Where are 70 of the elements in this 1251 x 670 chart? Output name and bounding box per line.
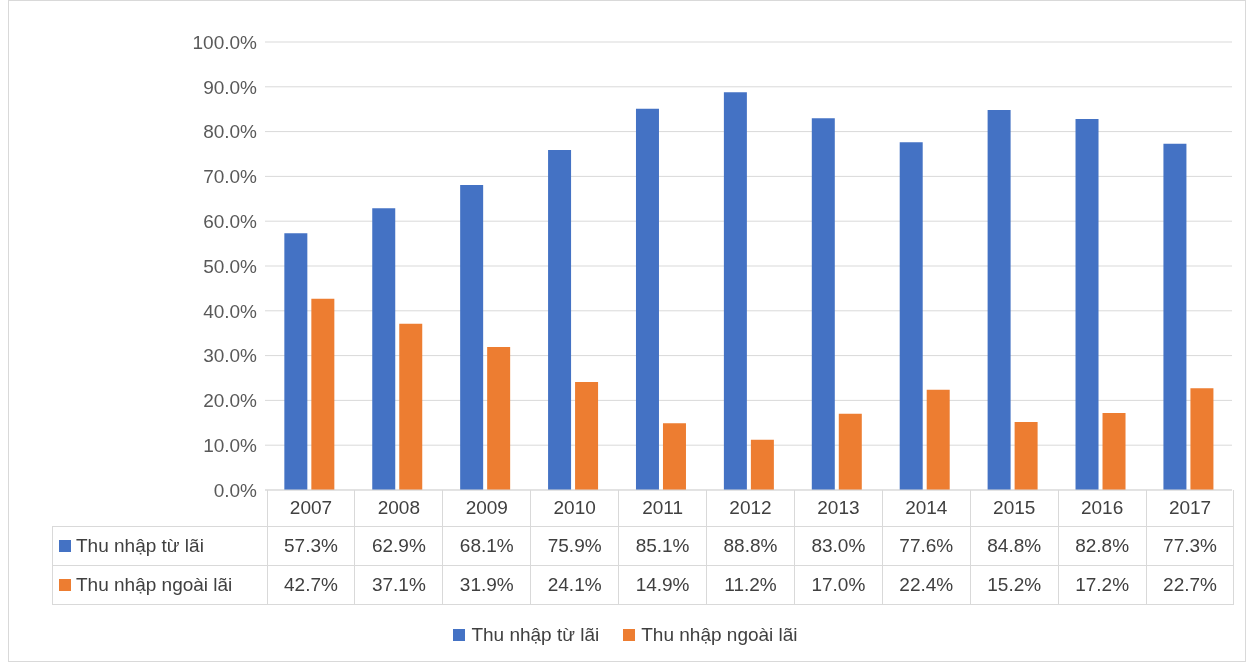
data-label: 37.1% (354, 565, 443, 604)
x-tick-label: 2009 (442, 490, 531, 526)
bar (838, 413, 862, 490)
data-label: 84.8% (970, 526, 1059, 565)
data-label: 24.1% (530, 565, 619, 604)
y-tick-label: 20.0% (203, 390, 258, 412)
bar (372, 208, 396, 490)
bar (399, 323, 423, 490)
data-label: 85.1% (618, 526, 707, 565)
x-tick-label: 2015 (970, 490, 1059, 526)
data-label: 77.6% (882, 526, 971, 565)
bar (926, 389, 950, 490)
bar (1075, 119, 1099, 490)
y-tick-label: 70.0% (203, 166, 258, 188)
data-label: 62.9% (354, 526, 443, 565)
bar (987, 110, 1011, 490)
bar (899, 142, 923, 490)
text: Thu nhập ngoài lãi (641, 624, 798, 645)
data-label: 17.2% (1058, 565, 1147, 604)
x-tick-label: 2007 (267, 490, 355, 526)
y-tick-label: 60.0% (203, 210, 258, 232)
data-label: 11.2% (706, 565, 795, 604)
bar (487, 347, 511, 490)
bar (723, 92, 747, 490)
data-label: 82.8% (1058, 526, 1147, 565)
legend-label: Thu nhập từ lãi (76, 534, 204, 556)
data-label: 68.1% (442, 526, 531, 565)
bar (635, 108, 659, 490)
y-tick-label: 30.0% (203, 345, 258, 367)
data-label: 14.9% (618, 565, 707, 604)
x-tick-label: 2008 (354, 490, 443, 526)
data-label: 22.4% (882, 565, 971, 604)
bar (311, 298, 335, 490)
x-tick-label: 2010 (530, 490, 619, 526)
data-label: 15.2% (970, 565, 1059, 604)
bar (750, 439, 774, 490)
data-label: 57.3% (267, 526, 355, 565)
y-tick-label: 10.0% (203, 434, 258, 456)
y-tick-label: 40.0% (203, 300, 258, 322)
y-tick-label: 0.0% (213, 479, 258, 501)
y-tick-label: 80.0% (203, 121, 258, 143)
data-label: 88.8% (706, 526, 795, 565)
bar (1163, 143, 1187, 490)
data-label: 75.9% (530, 526, 619, 565)
bar (460, 184, 484, 490)
text: Thu nhập từ lãi (471, 624, 600, 645)
x-tick-label: 2017 (1146, 490, 1234, 526)
x-tick-label: 2016 (1058, 490, 1147, 526)
bar (1190, 388, 1214, 490)
data-label: 42.7% (267, 565, 355, 604)
bar (811, 118, 835, 490)
data-label: 77.3% (1146, 526, 1234, 565)
legend-label: Thu nhập ngoài lãi (76, 573, 233, 595)
data-label: 22.7% (1146, 565, 1234, 604)
y-tick-label: 50.0% (203, 255, 258, 277)
x-tick-label: 2011 (618, 490, 707, 526)
data-label: 17.0% (794, 565, 883, 604)
x-tick-label: 2012 (706, 490, 795, 526)
x-tick-label: 2014 (882, 490, 971, 526)
y-tick-label: 100.0% (192, 31, 258, 53)
bar (284, 233, 308, 490)
x-tick-label: 2013 (794, 490, 883, 526)
bar (548, 149, 572, 490)
y-tick-label: 90.0% (203, 76, 258, 98)
bar (1014, 421, 1038, 490)
bar (575, 382, 599, 490)
data-label: 83.0% (794, 526, 883, 565)
data-label: 31.9% (442, 565, 531, 604)
bar (1102, 412, 1126, 490)
bar (662, 423, 686, 490)
